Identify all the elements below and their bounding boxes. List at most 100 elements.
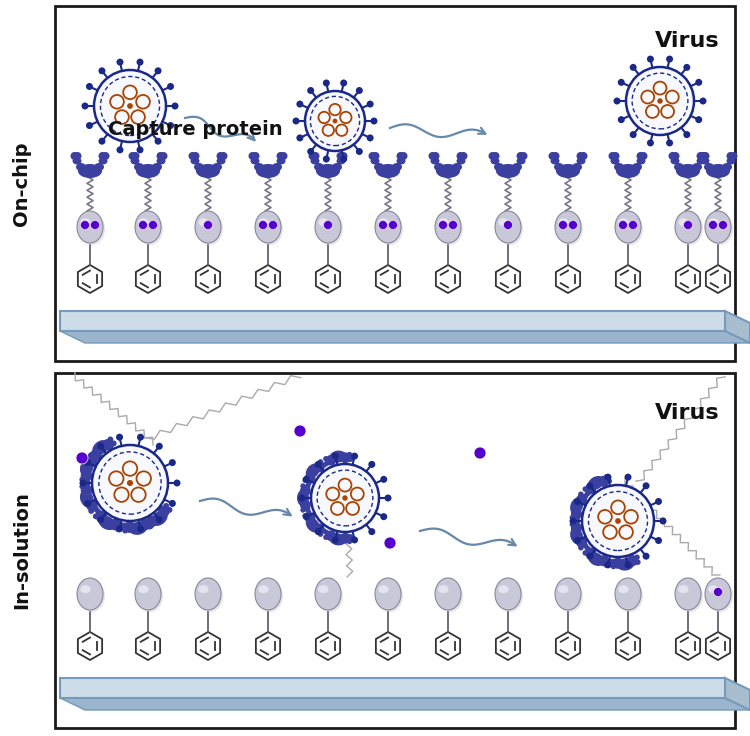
Ellipse shape: [677, 580, 703, 612]
Circle shape: [647, 139, 654, 146]
Circle shape: [520, 152, 527, 160]
Circle shape: [585, 483, 596, 495]
Circle shape: [574, 498, 581, 505]
Ellipse shape: [588, 552, 604, 566]
Circle shape: [379, 221, 388, 230]
Ellipse shape: [329, 534, 346, 545]
Circle shape: [86, 499, 98, 511]
Ellipse shape: [152, 163, 162, 171]
Circle shape: [107, 436, 113, 442]
Circle shape: [346, 452, 352, 457]
Circle shape: [280, 152, 287, 160]
Ellipse shape: [76, 163, 86, 171]
Circle shape: [668, 152, 676, 160]
Circle shape: [340, 79, 347, 86]
Text: Capture protein: Capture protein: [108, 120, 282, 139]
Ellipse shape: [257, 213, 283, 245]
Circle shape: [610, 559, 615, 565]
Circle shape: [80, 479, 86, 486]
Circle shape: [695, 79, 702, 86]
Circle shape: [318, 459, 323, 464]
Circle shape: [220, 152, 227, 160]
Ellipse shape: [378, 585, 388, 593]
Ellipse shape: [557, 213, 583, 245]
Circle shape: [311, 152, 320, 160]
Ellipse shape: [138, 585, 148, 593]
Circle shape: [94, 70, 166, 142]
Ellipse shape: [73, 158, 82, 165]
Circle shape: [457, 152, 464, 160]
Circle shape: [91, 221, 100, 230]
Circle shape: [332, 537, 339, 543]
Circle shape: [571, 523, 582, 534]
Circle shape: [96, 511, 107, 523]
Ellipse shape: [137, 580, 163, 612]
Circle shape: [628, 221, 638, 230]
Circle shape: [98, 138, 106, 145]
Circle shape: [474, 447, 486, 459]
Circle shape: [140, 519, 151, 530]
Ellipse shape: [572, 163, 582, 171]
Circle shape: [577, 152, 584, 160]
Circle shape: [340, 453, 350, 463]
Circle shape: [576, 537, 587, 548]
Ellipse shape: [212, 163, 222, 171]
Ellipse shape: [497, 213, 523, 245]
Circle shape: [318, 531, 323, 537]
Ellipse shape: [490, 158, 500, 165]
Ellipse shape: [377, 213, 403, 245]
Circle shape: [84, 500, 92, 507]
Circle shape: [300, 500, 310, 511]
Circle shape: [351, 537, 358, 543]
Circle shape: [718, 221, 728, 230]
Ellipse shape: [617, 558, 634, 570]
Circle shape: [695, 116, 702, 123]
Circle shape: [318, 169, 324, 175]
Circle shape: [139, 221, 148, 230]
Circle shape: [308, 148, 314, 155]
Polygon shape: [725, 678, 750, 710]
Ellipse shape: [452, 163, 462, 171]
Circle shape: [167, 83, 174, 90]
Circle shape: [147, 524, 152, 529]
Circle shape: [74, 152, 82, 160]
Ellipse shape: [436, 164, 460, 178]
Circle shape: [98, 152, 106, 160]
Ellipse shape: [632, 163, 642, 171]
Circle shape: [292, 118, 299, 124]
Ellipse shape: [615, 211, 641, 243]
Polygon shape: [60, 698, 750, 710]
Ellipse shape: [80, 585, 91, 593]
Circle shape: [322, 155, 330, 163]
Circle shape: [305, 484, 310, 489]
Circle shape: [116, 59, 124, 66]
Circle shape: [348, 534, 353, 539]
Circle shape: [488, 152, 496, 160]
Circle shape: [614, 97, 620, 105]
Ellipse shape: [318, 218, 328, 226]
Ellipse shape: [675, 578, 701, 610]
Circle shape: [371, 152, 380, 160]
Circle shape: [367, 101, 374, 107]
Ellipse shape: [134, 163, 144, 171]
Circle shape: [625, 562, 632, 568]
Circle shape: [655, 537, 662, 544]
Ellipse shape: [517, 158, 526, 165]
Circle shape: [311, 464, 379, 532]
Circle shape: [574, 517, 580, 522]
Ellipse shape: [135, 211, 161, 243]
Circle shape: [332, 118, 338, 124]
Circle shape: [604, 562, 611, 568]
Circle shape: [643, 482, 650, 489]
Circle shape: [138, 169, 144, 175]
Circle shape: [438, 169, 444, 175]
Ellipse shape: [79, 580, 105, 612]
Circle shape: [607, 558, 612, 564]
Ellipse shape: [457, 158, 466, 165]
Ellipse shape: [138, 218, 148, 226]
Ellipse shape: [704, 163, 714, 171]
Circle shape: [618, 169, 624, 175]
Circle shape: [384, 537, 396, 549]
Circle shape: [122, 523, 128, 528]
Ellipse shape: [557, 580, 583, 612]
